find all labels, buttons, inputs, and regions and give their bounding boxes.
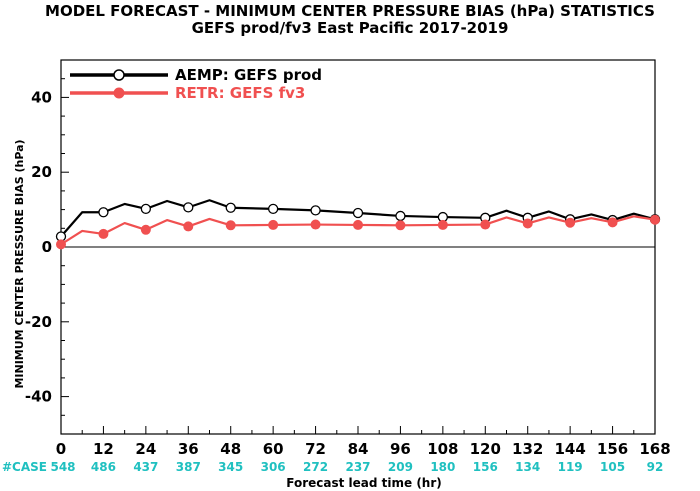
y-tick-label: -20: [25, 313, 52, 331]
legend-marker: [113, 87, 125, 99]
data-point: [565, 217, 576, 228]
x-tick-label: 144: [554, 440, 585, 458]
case-count: 180: [430, 460, 455, 474]
data-point: [353, 219, 363, 230]
x-axis-label: Forecast lead time (hr): [286, 476, 442, 490]
data-point: [98, 228, 109, 239]
data-point: [98, 207, 109, 218]
case-count: 437: [133, 460, 158, 474]
x-tick-label: 48: [220, 440, 241, 458]
plot-series: [55, 199, 661, 250]
data-point: [395, 220, 406, 231]
y-axis-label: MINIMUM CENTER PRESSURE BIAS (hPa): [13, 139, 26, 388]
data-point: [56, 239, 66, 250]
x-tick-label: 120: [470, 440, 501, 458]
x-tick-label: 36: [178, 440, 199, 458]
case-count: 237: [345, 460, 370, 474]
data-point: [650, 214, 660, 225]
data-point: [140, 203, 152, 215]
x-tick-label: 72: [305, 440, 326, 458]
data-point: [183, 202, 194, 213]
data-point: [437, 219, 448, 230]
chart-title: MODEL FORECAST - MINIMUM CENTER PRESSURE…: [45, 2, 655, 20]
data-point: [140, 224, 151, 235]
y-tick-label: 20: [31, 163, 52, 181]
case-count: 345: [218, 460, 243, 474]
data-point: [267, 203, 279, 215]
x-tick-label: 132: [512, 440, 543, 458]
x-tick-label: 0: [56, 440, 66, 458]
x-tick-label: 60: [263, 440, 284, 458]
x-tick-label: 84: [348, 440, 369, 458]
y-tick-label: 40: [31, 88, 52, 106]
legend-marker: [113, 69, 125, 81]
y-tick-label: -40: [25, 388, 52, 406]
x-tick-label: 108: [427, 440, 458, 458]
x-tick-label: 96: [390, 440, 411, 458]
x-tick-label: 12: [93, 440, 114, 458]
data-point: [225, 220, 236, 231]
case-count: 119: [558, 460, 583, 474]
chart-subtitle: GEFS prod/fv3 East Pacific 2017-2019: [192, 19, 509, 37]
case-count-label: #CASE: [2, 460, 47, 474]
data-point: [352, 207, 364, 219]
case-count: 272: [303, 460, 328, 474]
y-tick-label: 0: [42, 238, 52, 256]
x-tick-label: 168: [639, 440, 670, 458]
data-point: [310, 205, 321, 216]
data-point: [268, 219, 279, 230]
case-count: 486: [91, 460, 116, 474]
case-count: 134: [515, 460, 540, 474]
data-point: [607, 217, 618, 228]
legend-label: AEMP: GEFS prod: [175, 66, 322, 84]
data-point: [225, 202, 236, 213]
data-point: [522, 218, 533, 229]
axes: -40 -20 0 20 40 0 12 24 36 48 60 72 84 96 108 120 132 144…: [25, 59, 671, 474]
x-tick-label: 156: [597, 440, 628, 458]
legend-label: RETR: GEFS fv3: [175, 84, 305, 102]
data-point: [480, 219, 491, 230]
x-tick-label: 24: [135, 440, 156, 458]
case-count: 209: [388, 460, 413, 474]
case-count: 548: [50, 460, 75, 474]
case-count: 105: [600, 460, 625, 474]
case-count: 387: [176, 460, 201, 474]
case-count: 156: [473, 460, 498, 474]
case-count: 92: [647, 460, 664, 474]
data-point: [395, 210, 406, 222]
data-point: [183, 221, 194, 232]
case-count: 306: [261, 460, 286, 474]
data-point: [310, 219, 321, 230]
